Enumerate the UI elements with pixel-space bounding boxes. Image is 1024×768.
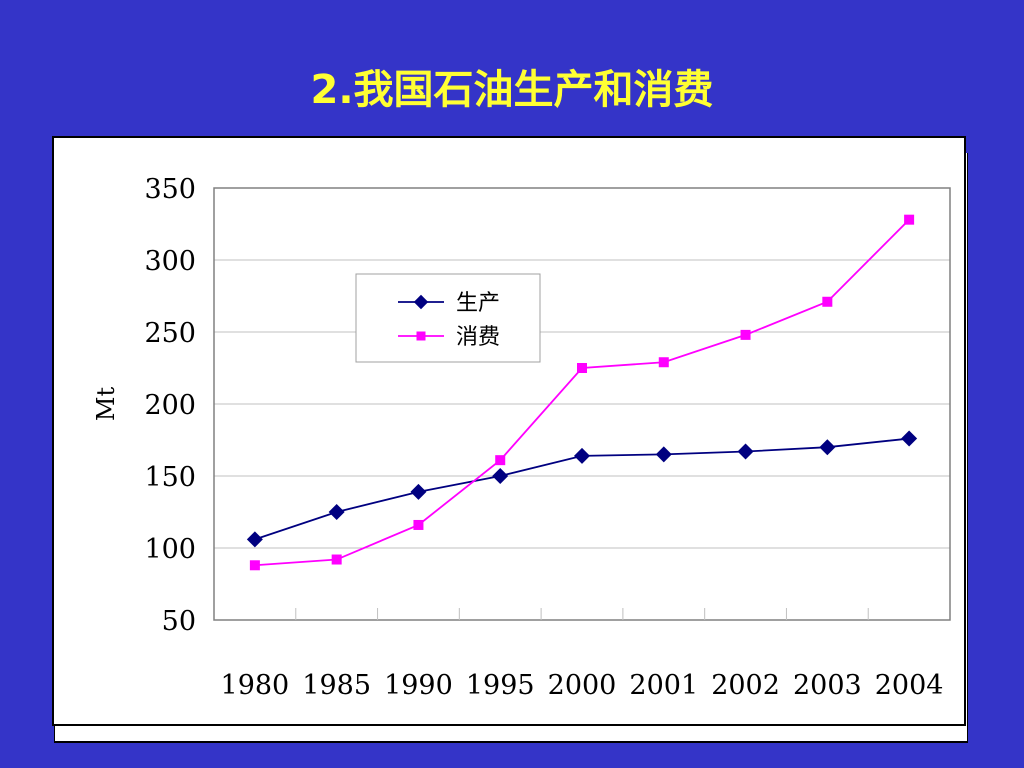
- x-tick-label: 2000: [548, 670, 617, 701]
- diamond-marker: [246, 531, 263, 548]
- x-tick-label: 2001: [629, 670, 698, 701]
- x-tick-label: 1985: [302, 670, 371, 701]
- x-tick-label: 1980: [221, 670, 290, 701]
- square-marker: [413, 519, 424, 530]
- square-marker: [822, 296, 833, 307]
- legend-label: 消费: [456, 325, 500, 350]
- x-tick-label: 2002: [711, 670, 780, 701]
- legend-item: 生产: [398, 291, 500, 316]
- series-1: [246, 430, 918, 548]
- diamond-marker: [413, 294, 429, 310]
- slide-title: 2.我国石油生产和消费: [310, 67, 714, 113]
- plot-area: [213, 187, 951, 621]
- series-2: [249, 214, 915, 571]
- diamond-marker: [655, 446, 672, 463]
- legend-item: 消费: [398, 325, 500, 350]
- diamond-marker: [410, 483, 427, 500]
- y-tick-label: 200: [144, 390, 196, 421]
- square-marker: [658, 357, 669, 368]
- square-marker: [740, 329, 751, 340]
- y-tick-label: 350: [144, 174, 196, 205]
- y-tick-label: 50: [162, 606, 196, 637]
- square-marker: [249, 560, 260, 571]
- y-tick-label: 100: [144, 534, 196, 565]
- series-line: [254, 219, 910, 567]
- x-tick-label: 2004: [875, 670, 944, 701]
- square-marker: [495, 455, 506, 466]
- diamond-marker: [574, 447, 590, 464]
- diamond-marker: [492, 468, 509, 484]
- square-marker: [416, 331, 426, 341]
- chart-frame: 350 300 250 200 150 100 50 1980 1985 1990 1995 200…: [52, 136, 966, 726]
- x-tick-label: 1990: [384, 670, 453, 701]
- square-marker: [904, 214, 915, 225]
- square-marker: [577, 363, 587, 373]
- y-axis-label: Mt: [92, 387, 120, 422]
- y-tick-label: 300: [144, 246, 196, 277]
- diamond-marker: [901, 430, 918, 447]
- diamond-marker: [328, 504, 345, 520]
- x-tick-label: 1995: [466, 670, 535, 701]
- square-marker: [331, 554, 342, 565]
- gridlines: [214, 259, 950, 549]
- diamond-marker: [819, 439, 836, 456]
- legend-box: [355, 273, 541, 363]
- y-tick-label: 250: [144, 318, 196, 349]
- diamond-marker: [737, 443, 754, 460]
- y-tick-label: 150: [144, 462, 196, 493]
- series-layer: [246, 214, 918, 571]
- x-axis-ticks: 1980 1985 1990 1995 2000 2001 2002 2003 2004: [221, 608, 944, 701]
- line-chart: 350 300 250 200 150 100 50 1980 1985 1990 1995 200…: [92, 174, 951, 701]
- x-tick-label: 2003: [793, 670, 862, 701]
- y-axis-ticks: 350 300 250 200 150 100 50: [144, 174, 196, 637]
- legend-label: 生产: [456, 291, 500, 316]
